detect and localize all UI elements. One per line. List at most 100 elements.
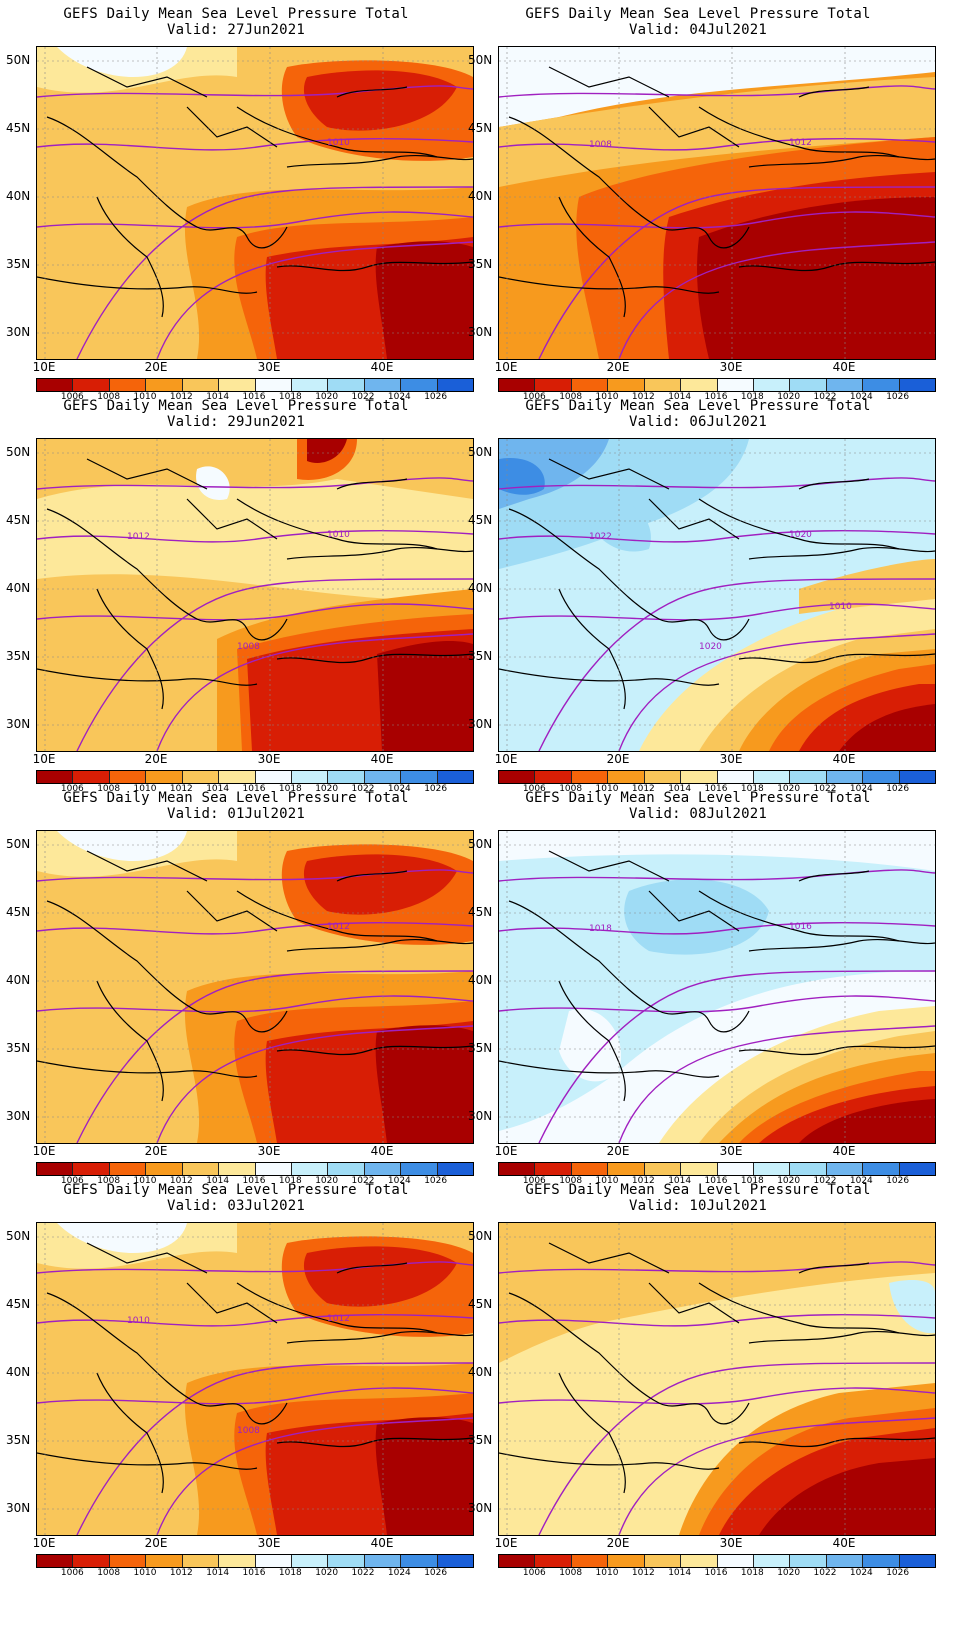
colorbar-label: 1016 bbox=[242, 784, 266, 794]
colorbar-label: 1014 bbox=[206, 1176, 230, 1186]
colorbar-segment bbox=[255, 771, 292, 783]
map-panel: GEFS Daily Mean Sea Level Pressure Total… bbox=[0, 784, 480, 1186]
lat-tick-label: 45N bbox=[6, 121, 31, 135]
colorbar-segment bbox=[146, 379, 183, 391]
lon-tick-label: 40E bbox=[832, 360, 856, 374]
colorbar-segment bbox=[401, 379, 438, 391]
colorbar-label: 1008 bbox=[559, 1568, 583, 1578]
colorbar-segment bbox=[899, 1555, 936, 1567]
colorbar-label: 1006 bbox=[522, 1176, 546, 1186]
panel-title: GEFS Daily Mean Sea Level Pressure Total bbox=[525, 398, 871, 414]
lat-tick-label: 50N bbox=[468, 837, 493, 851]
colorbar-segment bbox=[182, 379, 220, 391]
colorbar-segment bbox=[328, 1555, 365, 1567]
colorbar-label: 1024 bbox=[849, 1176, 873, 1186]
colorbar-label: 1022 bbox=[813, 784, 837, 794]
colorbar-segment bbox=[753, 1555, 791, 1567]
lon-tick-label: 40E bbox=[370, 1144, 394, 1158]
lat-tick-label: 35N bbox=[468, 649, 493, 663]
lat-tick-label: 30N bbox=[6, 1501, 31, 1515]
lon-tick-label: 10E bbox=[494, 752, 518, 766]
colorbar-segment bbox=[73, 771, 110, 783]
lon-tick-label: 20E bbox=[144, 1536, 168, 1550]
colorbar-segment bbox=[437, 1555, 474, 1567]
lat-tick-label: 30N bbox=[468, 1501, 493, 1515]
isobar-label: 1016 bbox=[789, 922, 812, 932]
colorbar-segment bbox=[717, 379, 754, 391]
pressure-map: 1020 1022 1020 1010 bbox=[498, 438, 936, 752]
colorbar-label: 1014 bbox=[668, 1568, 692, 1578]
colorbar-segment bbox=[681, 771, 718, 783]
colorbar-label: 1024 bbox=[849, 1568, 873, 1578]
colorbar-label: 1016 bbox=[704, 784, 728, 794]
colorbar-label: 1016 bbox=[704, 392, 728, 402]
colorbar-segment bbox=[255, 379, 292, 391]
pressure-field-svg bbox=[499, 1223, 935, 1535]
colorbar-label: 1018 bbox=[740, 784, 764, 794]
pressure-field-svg: 1012 bbox=[37, 831, 473, 1143]
colorbar-segment bbox=[182, 1163, 220, 1175]
colorbar-label: 1018 bbox=[278, 1568, 302, 1578]
colorbar-label: 1026 bbox=[886, 1568, 910, 1578]
lon-tick-label: 20E bbox=[144, 1144, 168, 1158]
colorbar-segment bbox=[219, 1555, 256, 1567]
colorbar-segment bbox=[717, 1163, 754, 1175]
colorbar-label: 1016 bbox=[242, 1568, 266, 1578]
lon-tick-label: 20E bbox=[606, 752, 630, 766]
colorbar-label: 1026 bbox=[886, 392, 910, 402]
colorbar-segment bbox=[863, 379, 900, 391]
pressure-map: 1016 1018 bbox=[498, 830, 936, 1144]
colorbar-label: 1022 bbox=[813, 1568, 837, 1578]
valid-date: Valid: 03Jul2021 bbox=[166, 1198, 306, 1214]
colorbar-labels: 1006 1008 1010 1012 1014 1016 1018 1020 1022 1024… bbox=[498, 1176, 934, 1188]
colorbar-labels: 1006 1008 1010 1012 1014 1016 1018 1020 1022 1024… bbox=[36, 784, 472, 796]
colorbar-segment bbox=[499, 379, 536, 391]
colorbar-label: 1016 bbox=[242, 392, 266, 402]
colorbar-segment bbox=[328, 1163, 365, 1175]
pressure-map: 1010 1012 1008 bbox=[36, 438, 474, 752]
lat-tick-label: 40N bbox=[468, 581, 493, 595]
lat-tick-label: 40N bbox=[6, 1365, 31, 1379]
colorbar bbox=[498, 1554, 936, 1568]
isobar-label: 1020 bbox=[699, 642, 722, 652]
map-panel: GEFS Daily Mean Sea Level Pressure Total… bbox=[0, 392, 480, 794]
colorbar-label: 1016 bbox=[704, 1568, 728, 1578]
lon-tick-label: 40E bbox=[832, 752, 856, 766]
colorbar-segment bbox=[826, 1555, 864, 1567]
colorbar-segment bbox=[608, 1555, 645, 1567]
colorbar-segment bbox=[73, 1555, 110, 1567]
colorbar-segment bbox=[401, 1555, 438, 1567]
valid-date: Valid: 10Jul2021 bbox=[628, 1198, 768, 1214]
colorbar-segment bbox=[753, 771, 791, 783]
colorbar-labels: 1006 1008 1010 1012 1014 1016 1018 1020 1022 1024… bbox=[36, 392, 472, 404]
colorbar-segment bbox=[364, 379, 402, 391]
lat-tick-label: 50N bbox=[468, 53, 493, 67]
valid-date: Valid: 27Jun2021 bbox=[166, 22, 306, 38]
colorbar-label: 1006 bbox=[60, 392, 84, 402]
colorbar-segment bbox=[499, 771, 536, 783]
colorbar bbox=[36, 1162, 474, 1176]
colorbar-label: 1018 bbox=[740, 1568, 764, 1578]
colorbar-label: 1020 bbox=[315, 1568, 339, 1578]
lat-tick-label: 45N bbox=[468, 905, 493, 919]
lon-tick-label: 10E bbox=[494, 360, 518, 374]
pressure-map: 1010 bbox=[36, 46, 474, 360]
lon-tick-label: 10E bbox=[32, 360, 56, 374]
lat-tick-label: 40N bbox=[468, 973, 493, 987]
colorbar-labels: 1006 1008 1010 1012 1014 1016 1018 1020 1022 1024… bbox=[36, 1176, 472, 1188]
lat-tick-label: 50N bbox=[468, 445, 493, 459]
colorbar-label: 1018 bbox=[740, 1176, 764, 1186]
lat-tick-label: 40N bbox=[468, 189, 493, 203]
colorbar-segment bbox=[255, 1163, 292, 1175]
lon-tick-label: 20E bbox=[606, 1144, 630, 1158]
map-panel: GEFS Daily Mean Sea Level Pressure Total… bbox=[0, 0, 480, 402]
colorbar-segment bbox=[328, 771, 365, 783]
colorbar-label: 1008 bbox=[559, 1176, 583, 1186]
colorbar-segment bbox=[219, 1163, 256, 1175]
lon-tick-label: 10E bbox=[494, 1536, 518, 1550]
lat-tick-label: 35N bbox=[6, 1433, 31, 1447]
lat-tick-label: 45N bbox=[6, 905, 31, 919]
colorbar-label: 1010 bbox=[595, 392, 619, 402]
colorbar-label: 1016 bbox=[704, 1176, 728, 1186]
colorbar-label: 1022 bbox=[351, 784, 375, 794]
